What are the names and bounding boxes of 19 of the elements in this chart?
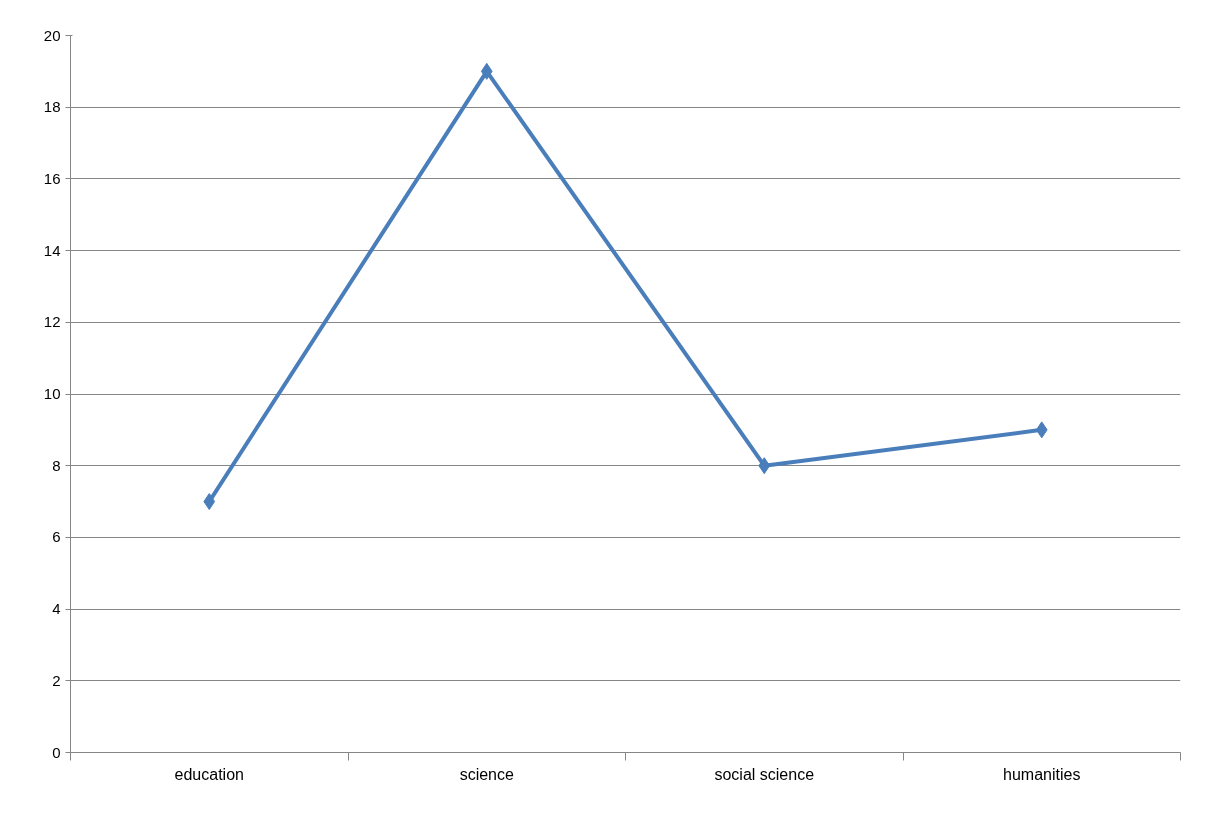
x-tick-label: education: [174, 765, 244, 783]
x-tick-label: science: [459, 765, 514, 783]
y-tick-label: 10: [43, 385, 61, 402]
y-tick-label: 18: [43, 98, 61, 116]
y-tick-label: 20: [43, 26, 61, 44]
y-tick-label: 8: [52, 456, 61, 474]
point: [480, 62, 493, 80]
point: [758, 457, 771, 475]
y-tick-label: 14: [43, 241, 61, 259]
point: [1035, 421, 1048, 439]
point: [203, 493, 216, 511]
y-tick-label: 12: [43, 313, 61, 331]
y-tick-label: 2: [52, 671, 61, 689]
y-tick-label: 6: [52, 528, 61, 546]
y-tick-label: 4: [52, 600, 61, 618]
y-tick-label: 16: [43, 169, 61, 187]
x-tick-label: social science: [714, 765, 815, 783]
y-tick-label: 0: [52, 743, 61, 761]
x-tick-label: humanities: [1003, 765, 1081, 783]
